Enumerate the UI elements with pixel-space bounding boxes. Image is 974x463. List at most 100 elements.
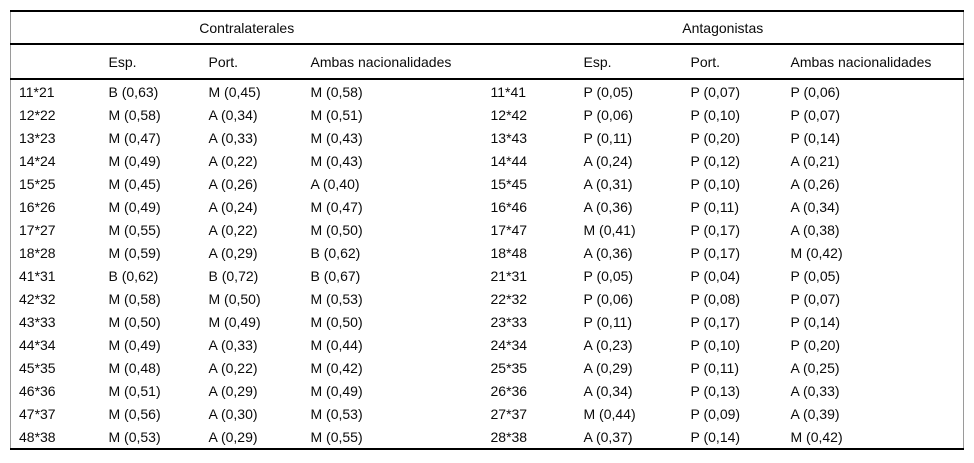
column-header-pair-right [482,44,576,80]
table-cell: P (0,17) [690,313,741,330]
table-cell: B (0,62) [310,244,361,261]
table-cell: A (0,25) [790,359,840,376]
table-cell: A (0,22) [208,152,258,169]
table-cell: M (0,50) [310,313,363,330]
table-cell: M (0,50) [310,221,363,238]
row-label: 17*47 [490,221,528,238]
column-header-esp-right: Esp. [575,44,683,80]
table-cell: A (0,26) [790,175,840,192]
table-row: 47*37 M (0,56) A (0,30) M (0,53) 27*37 M (0,4… [11,402,964,425]
table-cell: P (0,07) [690,83,741,100]
row-label: 22*32 [490,290,528,307]
table-cell: A (0,22) [208,221,258,238]
table-cell: M (0,59) [108,244,161,261]
table-row: 48*38 M (0,53) A (0,29) M (0,55) 28*38 A (0,3… [11,425,964,449]
table-cell: A (0,36) [583,198,633,215]
table-cell: A (0,37) [583,428,633,445]
row-label: 11*41 [490,83,527,100]
table-cell: M (0,42) [790,244,843,261]
table-cell: P (0,09) [690,405,741,422]
row-label: 18*48 [490,244,528,261]
table-cell: P (0,11) [690,198,740,215]
table-cell: P (0,06) [583,290,634,307]
row-label: 41*31 [19,267,56,284]
table-cell: P (0,05) [583,83,634,100]
table-cell: M (0,53) [310,405,363,422]
row-label: 42*32 [19,290,56,307]
row-label: 12*42 [490,106,528,123]
table-cell: B (0,72) [208,267,259,284]
table-cell: M (0,49) [208,313,261,330]
row-label: 13*23 [19,129,56,146]
group-header-row: Contralaterales Antagonistas [10,11,964,45]
table-row: 45*35 M (0,48) A (0,22) M (0,42) 25*35 A (0,2… [11,356,964,379]
results-table-container: Contralaterales Antagonistas Esp. Port. … [10,10,965,450]
table-cell: M (0,50) [108,313,161,330]
table-cell: M (0,51) [310,106,363,123]
row-label: 15*45 [490,175,528,192]
table-cell: M (0,53) [310,290,363,307]
table-row: 43*33 M (0,50) M (0,49) M (0,50) 23*33 P (0,1… [11,310,964,333]
table-row: 11*21 B (0,63) M (0,45) M (0,58) 11*41 P (0,0… [11,79,964,103]
table-cell: P (0,11) [583,313,633,330]
column-header-row: Esp. Port. Ambas nacionalidades Esp. Por… [10,44,964,80]
column-header-pair-left [10,44,101,80]
table-cell: A (0,29) [208,428,258,445]
table-cell: M (0,49) [108,152,161,169]
table-row: 46*36 M (0,51) A (0,29) M (0,49) 26*36 A (0,3… [11,379,964,402]
table-cell: M (0,45) [208,83,261,100]
table-cell: P (0,11) [690,359,740,376]
table-cell: M (0,56) [108,405,161,422]
table-cell: P (0,17) [690,244,741,261]
table-cell: P (0,04) [690,267,741,284]
table-cell: A (0,39) [790,405,840,422]
table-cell: A (0,33) [208,336,258,353]
table-cell: A (0,26) [208,175,258,192]
table-cell: M (0,51) [108,382,161,399]
column-header-ambas-right: Ambas nacionalidades [782,44,964,80]
table-cell: M (0,58) [310,83,363,100]
table-cell: P (0,14) [690,428,741,445]
column-header-port-right: Port. [682,44,783,80]
table-cell: P (0,14) [790,313,841,330]
table-row: 44*34 M (0,49) A (0,33) M (0,44) 24*34 A (0,2… [11,333,964,356]
row-label: 21*31 [490,267,528,284]
row-label: 25*35 [490,359,528,376]
table-cell: P (0,06) [790,83,841,100]
table-cell: A (0,38) [790,221,840,238]
row-label: 43*33 [19,313,56,330]
table-cell: M (0,48) [108,359,161,376]
table-cell: A (0,21) [790,152,840,169]
table-cell: A (0,33) [790,382,840,399]
table-cell: A (0,34) [208,106,258,123]
table-cell: P (0,20) [790,336,841,353]
table-cell: B (0,62) [108,267,159,284]
row-label: 18*28 [19,244,56,261]
table-cell: A (0,34) [790,198,840,215]
table-cell: A (0,29) [208,382,258,399]
row-label: 16*46 [490,198,528,215]
row-label: 46*36 [19,382,56,399]
table-cell: P (0,08) [690,290,741,307]
table-cell: A (0,30) [208,405,258,422]
table-cell: A (0,31) [583,175,633,192]
table-cell: B (0,67) [310,267,361,284]
column-header-port-left: Port. [200,44,303,80]
table-cell: M (0,58) [108,290,161,307]
row-label: 11*21 [19,83,55,100]
row-label: 17*27 [19,221,56,238]
table-cell: A (0,29) [208,244,258,261]
table-cell: B (0,63) [108,83,159,100]
table-cell: P (0,06) [583,106,634,123]
table-cell: M (0,53) [108,428,161,445]
row-label: 24*34 [490,336,528,353]
row-label: 23*33 [490,313,528,330]
table-cell: P (0,13) [690,382,741,399]
row-label: 15*25 [19,175,56,192]
row-label: 48*38 [19,428,56,445]
table-cell: M (0,49) [108,336,161,353]
table-cell: P (0,12) [690,152,741,169]
row-label: 16*26 [19,198,56,215]
table-cell: P (0,07) [790,106,841,123]
table-body: 11*21 B (0,63) M (0,45) M (0,58) 11*41 P (0,0… [11,79,964,449]
